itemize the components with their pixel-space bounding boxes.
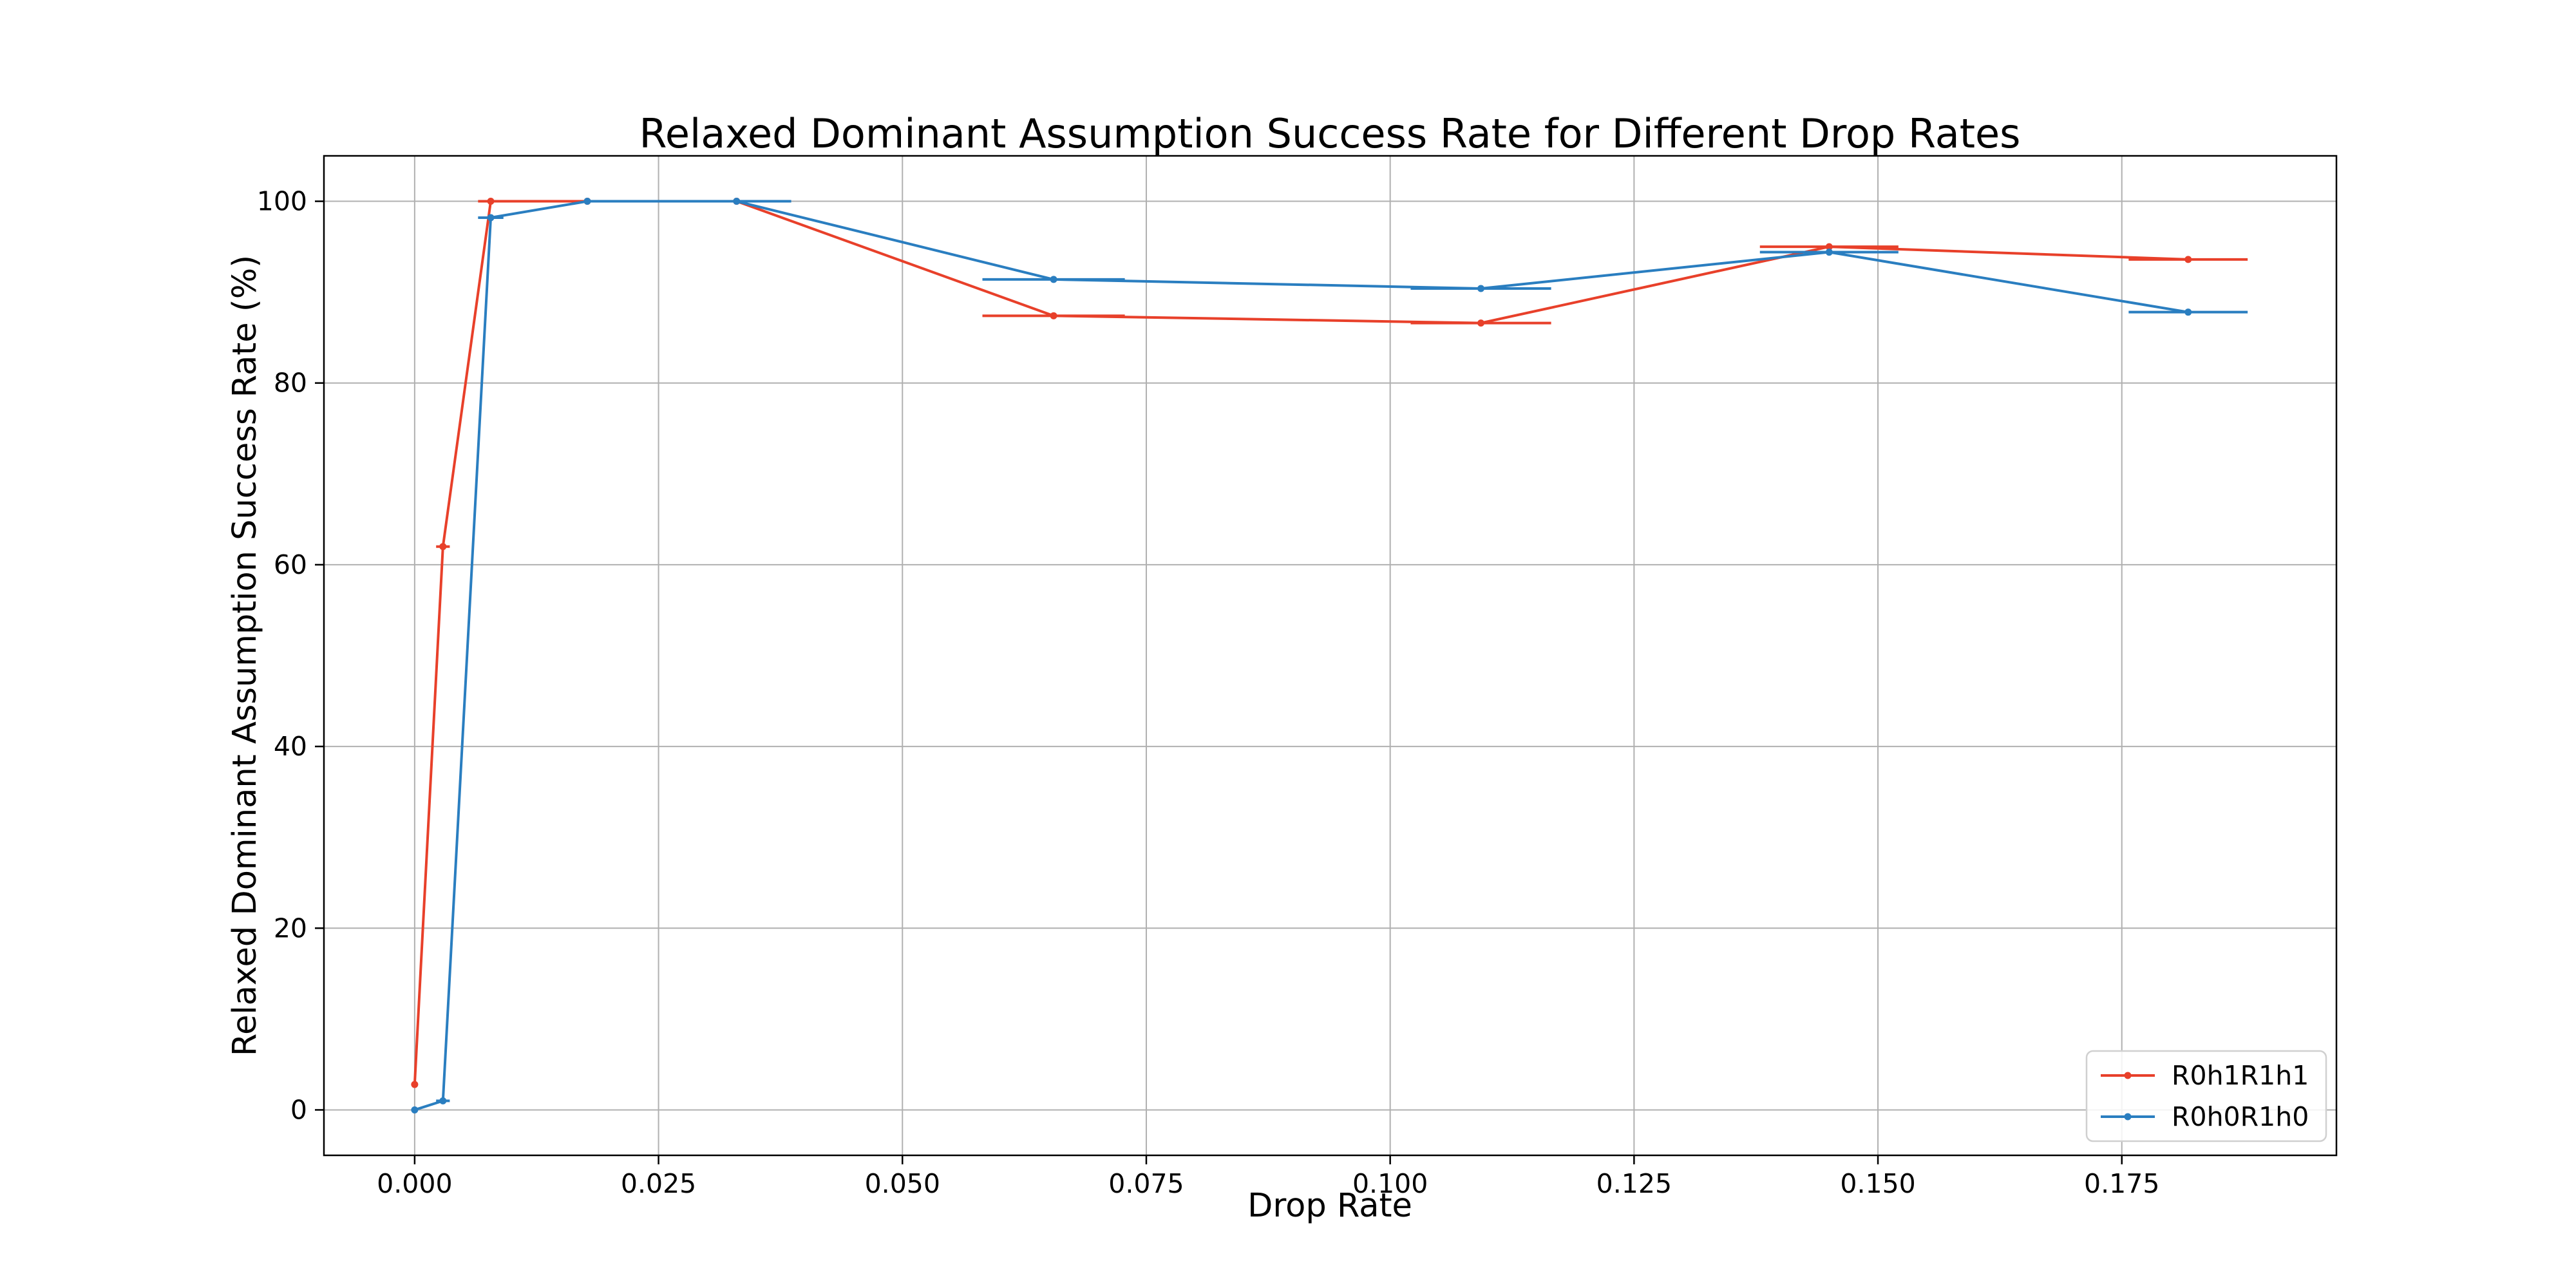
data-point bbox=[1825, 243, 1833, 251]
data-point bbox=[487, 214, 495, 222]
data-point bbox=[439, 1097, 447, 1104]
x-tick-label: 0.000 bbox=[377, 1168, 452, 1199]
legend-label: R0h1R1h1 bbox=[2172, 1060, 2309, 1091]
x-tick-label: 0.025 bbox=[621, 1168, 696, 1199]
x-tick-label: 0.050 bbox=[865, 1168, 940, 1199]
y-tick-label: 100 bbox=[257, 186, 307, 217]
series-layer bbox=[411, 198, 2248, 1113]
data-point bbox=[411, 1081, 419, 1088]
data-point bbox=[733, 198, 741, 205]
data-point bbox=[1050, 276, 1057, 283]
ticks: 0.000 0.025 0.050 0.075 0.100 0.125 0.150 0.175… bbox=[257, 186, 2160, 1199]
y-tick-label: 0 bbox=[290, 1094, 307, 1125]
data-point bbox=[2184, 308, 2192, 316]
plot-area-frame bbox=[323, 155, 2338, 1157]
x-tick-label: 0.100 bbox=[1352, 1168, 1428, 1199]
legend-entry: R0h0R1h0 bbox=[2101, 1101, 2309, 1132]
x-tick-label: 0.075 bbox=[1108, 1168, 1184, 1199]
y-tick-label: 60 bbox=[274, 549, 307, 580]
data-point bbox=[411, 1106, 419, 1113]
legend-label: R0h0R1h0 bbox=[2172, 1101, 2309, 1132]
data-point bbox=[1477, 319, 1485, 327]
y-tick-label: 40 bbox=[274, 731, 307, 762]
data-point bbox=[2184, 256, 2192, 263]
chart-title: Relaxed Dominant Assumption Success Rate… bbox=[639, 110, 2021, 157]
series-line bbox=[413, 200, 2188, 1085]
grid bbox=[324, 156, 2336, 1155]
data-point bbox=[1825, 249, 1833, 256]
y-tick-label: 80 bbox=[274, 368, 307, 399]
data-point bbox=[439, 543, 447, 551]
y-tick-label: 20 bbox=[274, 913, 307, 943]
data-point bbox=[583, 198, 591, 205]
x-tick-label: 0.175 bbox=[2084, 1168, 2159, 1199]
data-point bbox=[487, 198, 495, 205]
legend-marker bbox=[2124, 1113, 2132, 1121]
x-tick-label: 0.125 bbox=[1596, 1168, 1672, 1199]
series-R0h1R1h1 bbox=[411, 198, 2248, 1088]
data-point bbox=[1477, 285, 1485, 292]
data-point bbox=[1050, 312, 1057, 319]
y-axis-label: Relaxed Dominant Assumption Success Rate… bbox=[226, 255, 264, 1056]
legend-marker bbox=[2124, 1072, 2132, 1079]
x-tick-label: 0.150 bbox=[1840, 1168, 1915, 1199]
legend-entries: R0h1R1h1 R0h0R1h0 bbox=[2101, 1060, 2309, 1132]
series-line bbox=[414, 200, 2189, 1112]
x-axis-label: Drop Rate bbox=[1247, 1187, 1412, 1225]
legend-entry: R0h1R1h1 bbox=[2101, 1060, 2309, 1091]
series-R0h0R1h0 bbox=[411, 198, 2248, 1113]
legend-box bbox=[2085, 1050, 2327, 1142]
legend: R0h1R1h1 R0h0R1h0 bbox=[2085, 1050, 2327, 1142]
